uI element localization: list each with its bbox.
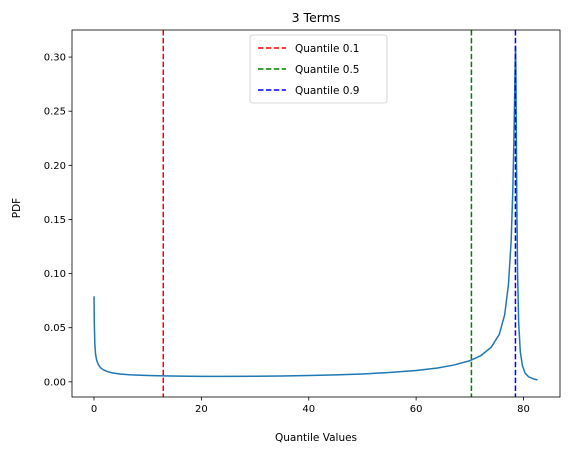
x-tick-label: 0 (91, 404, 97, 415)
x-axis-label: Quantile Values (275, 432, 357, 444)
pdf-series-line-0 (93, 45, 538, 381)
quantile-lines (162, 30, 517, 397)
x-tick-label: 80 (517, 404, 530, 415)
y-tick-label: 0.05 (44, 323, 66, 334)
y-tick-label: 0.00 (44, 377, 66, 388)
y-axis-ticks: 0.00 0.05 0.10 0.15 0.20 0.25 0.30 (44, 53, 72, 388)
y-tick-label: 0.10 (44, 269, 66, 280)
x-axis-ticks: 0 20 40 60 80 (91, 397, 530, 415)
legend-label-1: Quantile 0.1 (295, 43, 359, 55)
x-tick-label: 20 (195, 404, 208, 415)
legend-box (249, 34, 388, 104)
plot-area (71, 29, 561, 398)
legend: Quantile 0.1 Quantile 0.5 Quantile 0.9 (249, 34, 388, 104)
axes-frame (71, 29, 561, 398)
legend-label-3: Quantile 0.9 (295, 85, 359, 97)
y-tick-label: 0.20 (44, 161, 66, 172)
y-tick-label: 0.25 (44, 107, 66, 118)
y-tick-label: 0.15 (44, 215, 66, 226)
y-tick-label: 0.30 (44, 53, 66, 64)
series-layer (93, 45, 538, 381)
x-tick-label: 40 (302, 404, 315, 415)
chart-title: 3 Terms (292, 10, 341, 25)
x-tick-label: 60 (410, 404, 423, 415)
legend-label-2: Quantile 0.5 (295, 64, 359, 76)
y-axis-label: PDF (11, 198, 23, 218)
